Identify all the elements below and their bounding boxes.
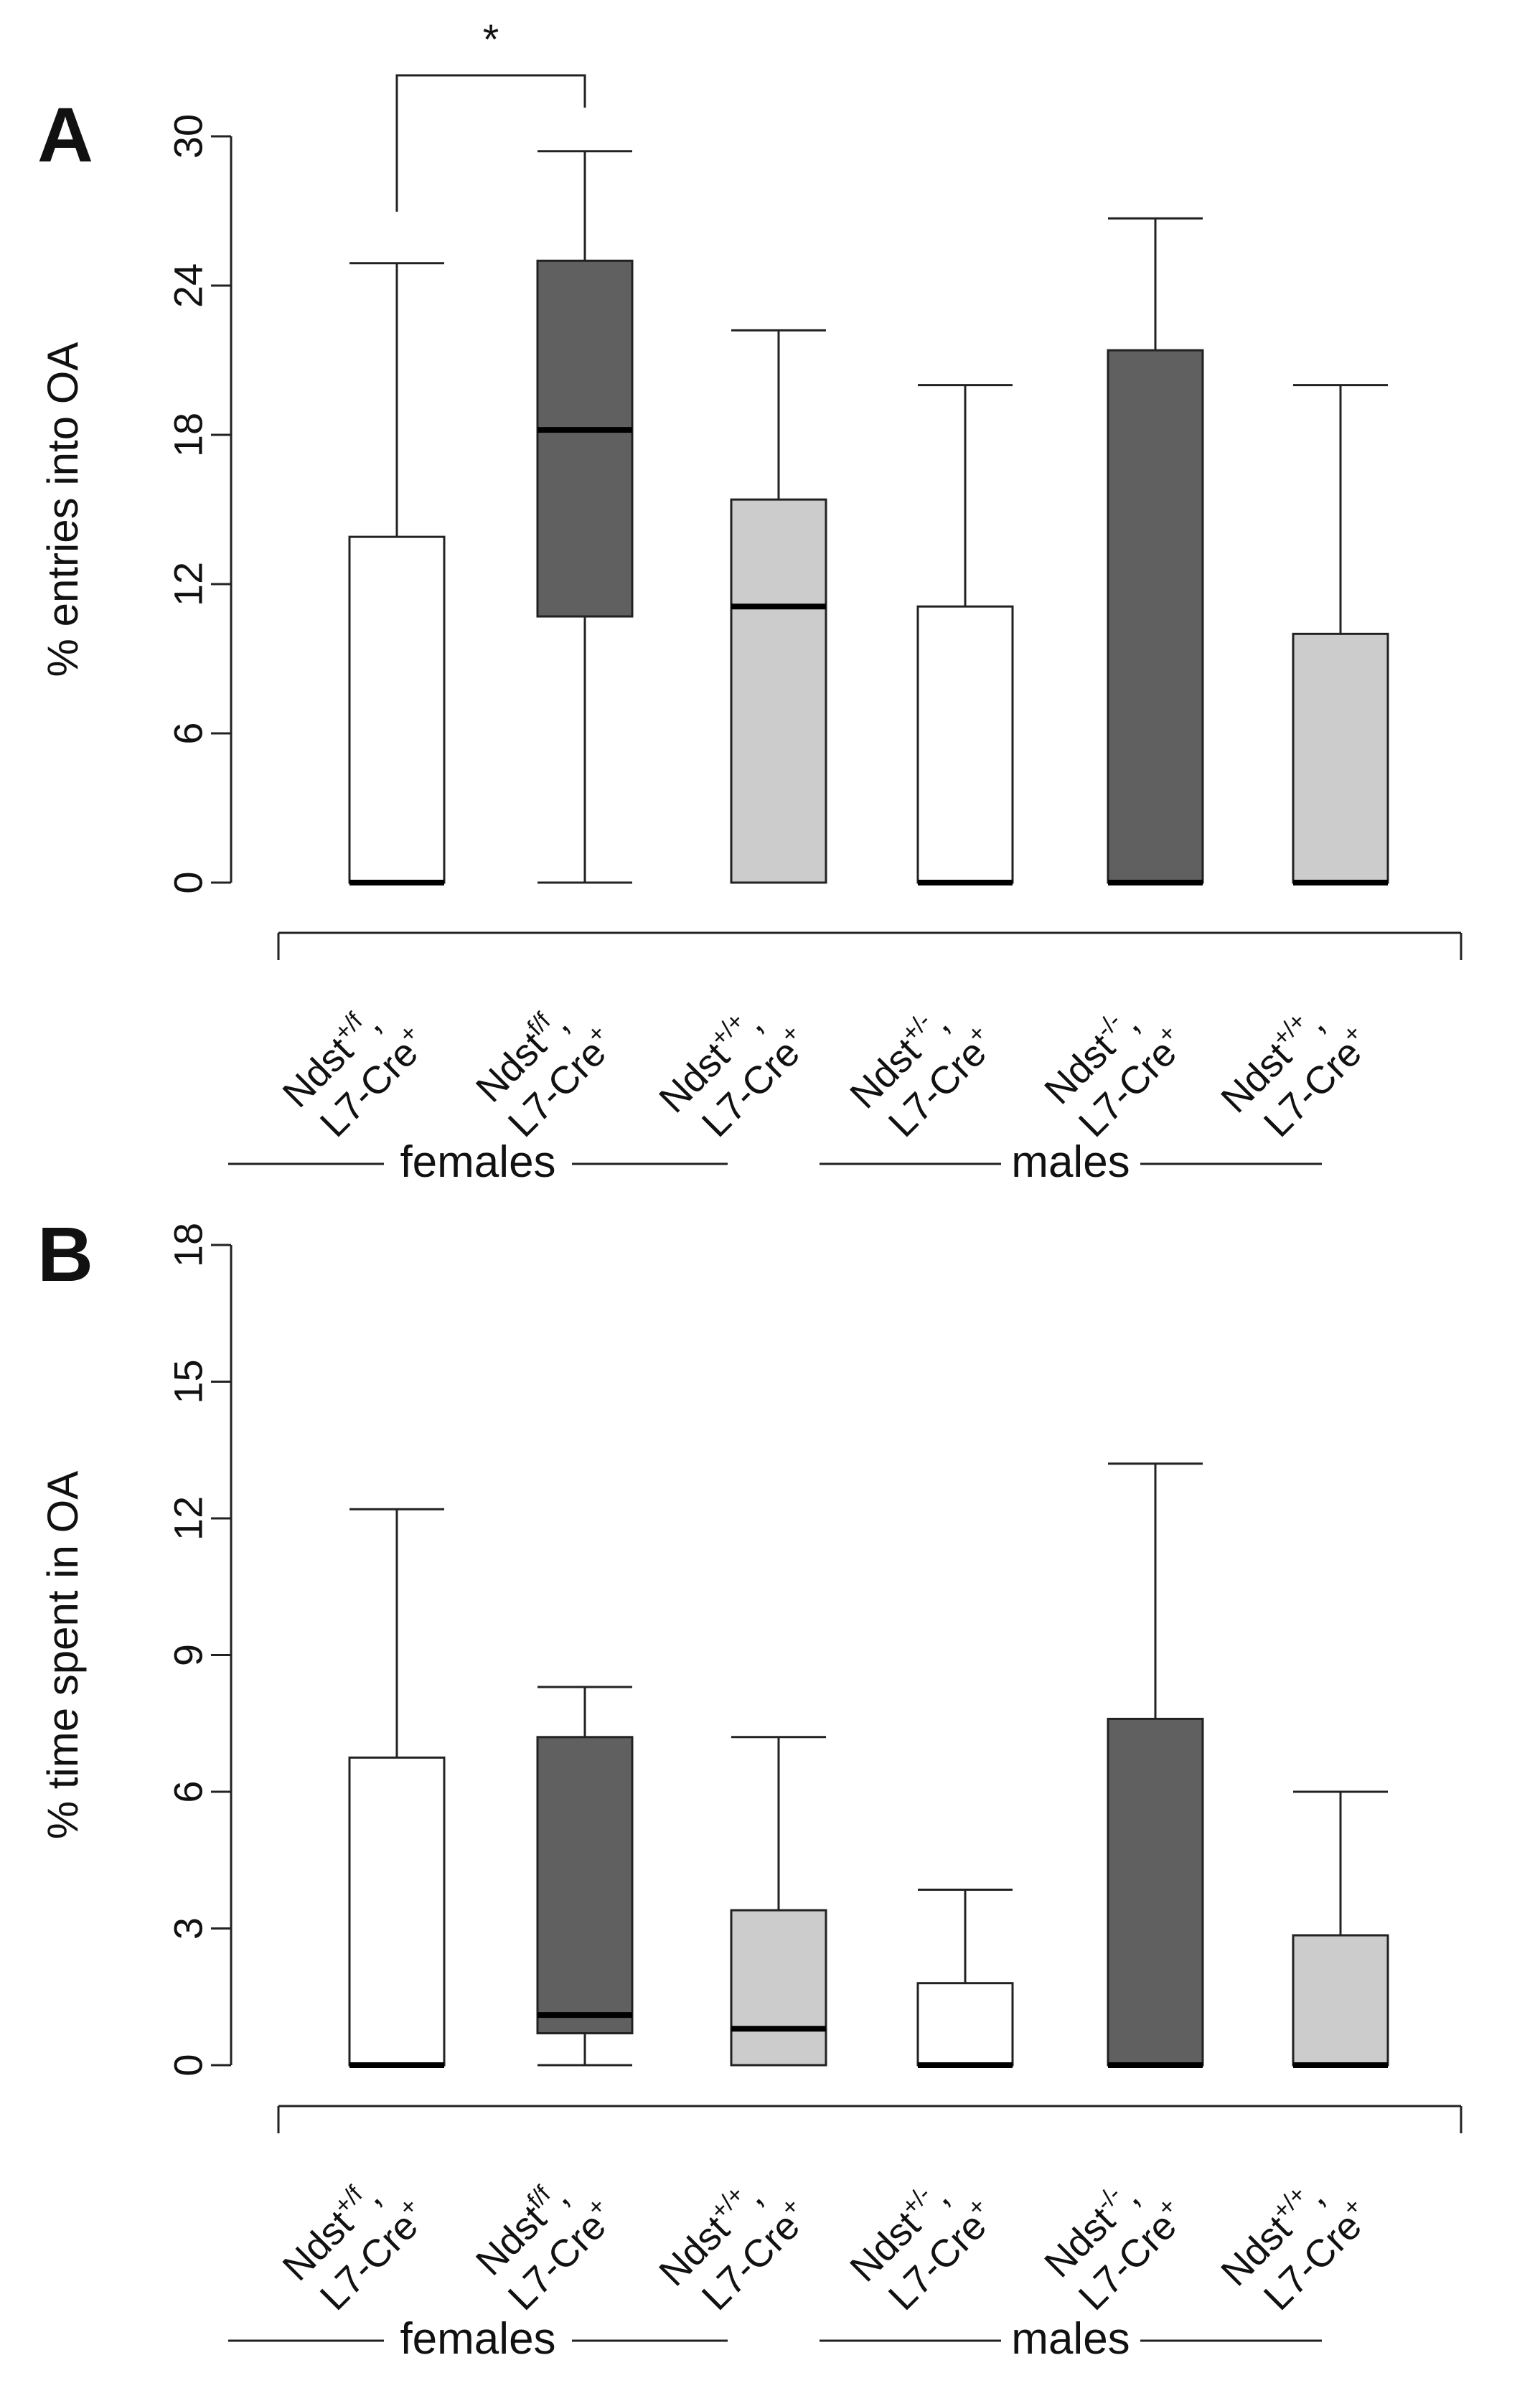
x-category-label-a-5: Ndst-/-,L7-Cre+: [1034, 985, 1195, 1146]
box-body: [1107, 349, 1204, 884]
y-tick-label-b: 9: [166, 1644, 211, 1666]
x-axis-a: [277, 931, 1462, 960]
y-axis-label-b: % time spent in OA: [39, 1471, 87, 1840]
box-body: [1292, 632, 1389, 884]
box-body: [1107, 1717, 1204, 2067]
box-body: [536, 259, 634, 618]
x-category-label-b-1: Ndst+/f,L7-Cre+: [273, 2158, 436, 2322]
x-category-label-b-3: Ndst+/+,L7-Cre+: [649, 2158, 818, 2328]
panel-letter-b: B: [37, 1211, 93, 1297]
box-b-6: [1292, 1790, 1389, 2068]
box-b-1: [348, 1508, 446, 2068]
y-tick-label-b: 6: [166, 1780, 211, 1803]
females-group-label-a: females: [400, 1137, 555, 1187]
box-body: [348, 535, 446, 884]
box-body: [730, 1909, 827, 2067]
box-body: [730, 498, 827, 884]
females-group-label-b: females: [400, 2314, 555, 2364]
box-a-4: [916, 384, 1014, 885]
panel-a-entries-into-oa: A % entries into OA 0 6 12 18 24 30 Ndst+/f,L7-C…: [37, 17, 1462, 1187]
males-group-label-b: males: [1011, 2314, 1130, 2364]
y-tick-label-a: 24: [166, 263, 211, 308]
males-group-label-a: males: [1011, 1137, 1130, 1187]
y-tick-label-b: 3: [166, 1917, 211, 1940]
panel-b-time-spent-in-oa: B % time spent in OA 0 3 6 9 12 15 18 Ndst+/f,L7-…: [37, 1211, 1462, 2364]
y-tick-label-b: 12: [166, 1496, 211, 1541]
box-body: [348, 1756, 446, 2067]
box-a-6: [1292, 384, 1389, 885]
x-category-label-a-4: Ndst+/-,L7-Cre+: [840, 985, 1005, 1150]
box-a-2: [536, 150, 634, 884]
y-tick-label-b: 15: [166, 1359, 211, 1404]
x-category-label-b-4: Ndst+/-,L7-Cre+: [840, 2158, 1005, 2323]
x-axis-b: [277, 2105, 1462, 2133]
y-tick-label-a: 12: [166, 562, 211, 606]
box-b-5: [1107, 1462, 1204, 2068]
panel-letter-a: A: [37, 91, 93, 178]
box-b-4: [916, 1889, 1014, 2068]
bracket-line: [395, 74, 586, 212]
y-tick-label-a: 6: [166, 722, 211, 744]
box-body: [536, 1736, 634, 2035]
y-tick-label-b: 0: [166, 2054, 211, 2076]
significance-star: *: [483, 17, 499, 63]
box-a-3: [730, 329, 827, 884]
x-category-label-b-5: Ndst-/-,L7-Cre+: [1034, 2158, 1195, 2319]
y-axis-label-a: % entries into OA: [39, 342, 87, 677]
box-body: [916, 605, 1014, 884]
y-tick-label-a: 0: [166, 871, 211, 893]
box-body: [916, 1982, 1014, 2067]
x-category-label-b-6: Ndst+/+,L7-Cre+: [1211, 2158, 1380, 2328]
y-tick-label-a: 18: [166, 413, 211, 457]
box-body: [1292, 1934, 1389, 2067]
x-category-label-a-1: Ndst+/f,L7-Cre+: [273, 985, 436, 1149]
x-category-label-a-2: Ndstf/f,L7-Cre+: [464, 985, 624, 1145]
box-a-5: [1107, 217, 1204, 885]
y-tick-label-b: 18: [166, 1223, 211, 1267]
x-category-label-a-6: Ndst+/+,L7-Cre+: [1211, 985, 1380, 1155]
box-a-1: [348, 262, 446, 885]
x-category-label-b-2: Ndstf/f,L7-Cre+: [464, 2158, 624, 2318]
box-b-2: [536, 1686, 634, 2067]
x-category-label-a-3: Ndst+/+,L7-Cre+: [649, 985, 818, 1155]
box-b-3: [730, 1736, 827, 2067]
significance-bracket-a: *: [395, 17, 586, 212]
y-tick-label-a: 30: [166, 114, 211, 159]
